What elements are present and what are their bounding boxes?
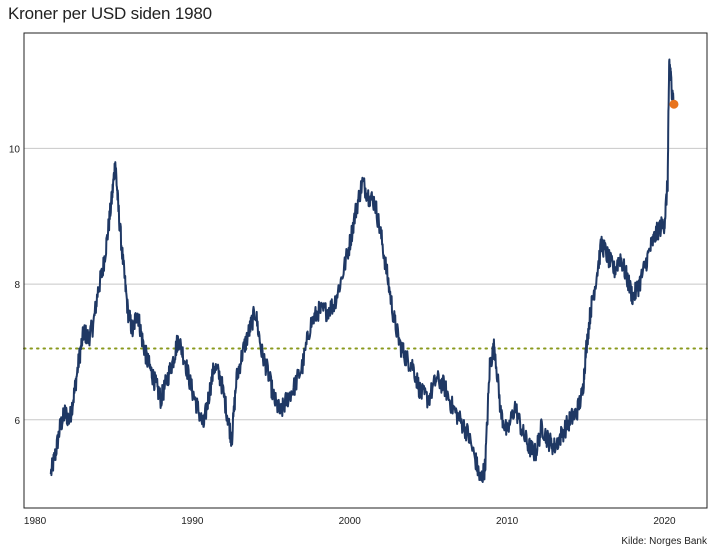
y-tick-label: 10 bbox=[9, 144, 21, 155]
x-tick-label: 2000 bbox=[339, 516, 362, 527]
x-tick-label: 2010 bbox=[496, 516, 519, 527]
x-tick-label: 2020 bbox=[653, 516, 676, 527]
plot-frame bbox=[23, 32, 708, 509]
y-tick-label: 8 bbox=[14, 280, 20, 291]
series-line-nok-per-usd bbox=[49, 58, 675, 483]
source-note: Kilde: Norges Bank bbox=[621, 536, 707, 547]
axis-ticks: 6 8 10 1980 1990 2000 2010 2020 bbox=[9, 144, 676, 527]
latest-value-marker bbox=[669, 99, 679, 109]
gridlines bbox=[24, 147, 707, 421]
x-tick-label: 1990 bbox=[181, 516, 204, 527]
chart-title: Kroner per USD siden 1980 bbox=[8, 4, 212, 23]
y-tick-label: 6 bbox=[14, 416, 20, 427]
x-tick-label: 1980 bbox=[24, 516, 47, 527]
